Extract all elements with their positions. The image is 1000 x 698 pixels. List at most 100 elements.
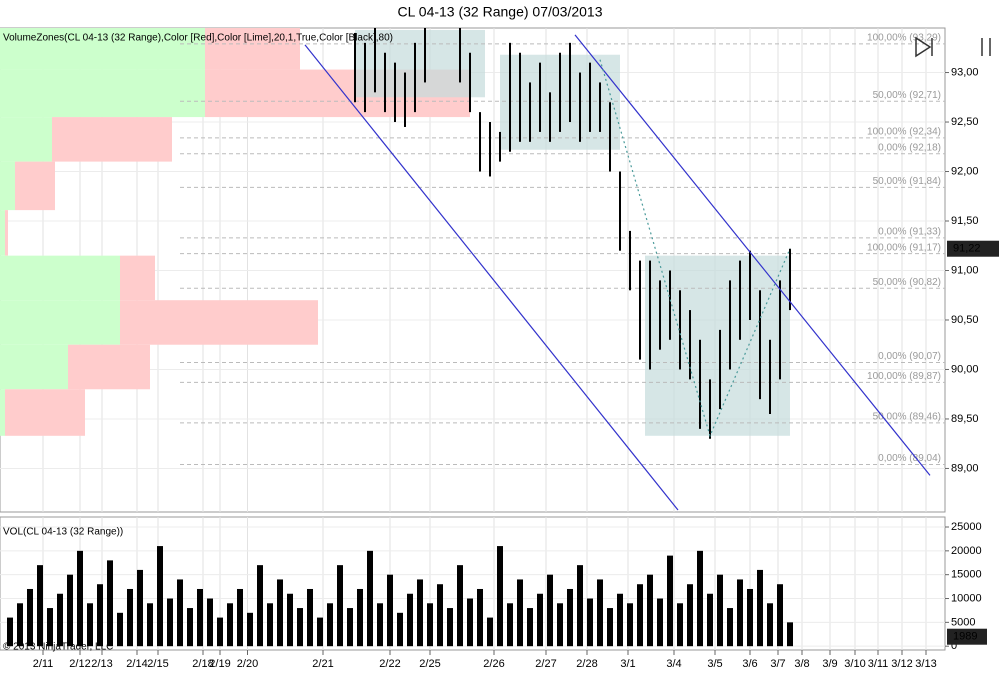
volume-bar bbox=[567, 588, 573, 647]
x-tick-label: 2/15 bbox=[147, 658, 168, 670]
volume-bar bbox=[597, 579, 603, 647]
y-tick-label: 89,00 bbox=[951, 462, 979, 474]
volume-bar bbox=[387, 574, 393, 647]
volume-bar bbox=[727, 608, 733, 647]
plot-layer: 2/11 2/12 2/13 2/14 2/15 2/182/19 2/20 2/21 2/22… bbox=[0, 28, 999, 670]
y-tick-label: 91,00 bbox=[951, 264, 979, 276]
volume-bar bbox=[237, 588, 243, 647]
volume-bar bbox=[637, 584, 643, 647]
play-icon[interactable] bbox=[915, 36, 932, 58]
x-tick-label: 2/12 bbox=[69, 658, 90, 670]
x-tick-label: 3/9 bbox=[822, 658, 837, 670]
level-label: 50,00% (92,71) bbox=[873, 90, 941, 101]
x-tick-label: 3/1 bbox=[620, 658, 635, 670]
x-tick-label: 2/20 bbox=[237, 658, 258, 670]
x-tick-label: 3/12 bbox=[891, 658, 912, 670]
volume-bar bbox=[547, 574, 553, 647]
volume-bar bbox=[587, 598, 593, 647]
level-label: 0,00% (90,07) bbox=[878, 351, 941, 362]
chart-title: CL 04-13 (32 Range) 07/03/2013 bbox=[398, 4, 603, 20]
volume-bar bbox=[677, 603, 683, 647]
trend-line bbox=[574, 34, 931, 476]
trend-line bbox=[599, 59, 791, 438]
volume-bar bbox=[317, 617, 323, 647]
volume-bar bbox=[497, 546, 503, 647]
volume-bar bbox=[357, 588, 363, 647]
level-label: 100,00% (92,34) bbox=[867, 127, 941, 138]
volume-bar bbox=[367, 550, 373, 647]
volume-bar bbox=[697, 550, 703, 647]
volume-bar bbox=[307, 588, 313, 647]
x-tick-label: 2/19 bbox=[209, 658, 230, 670]
volume-bar bbox=[297, 608, 303, 647]
volume-bar bbox=[327, 603, 333, 647]
volume-bar bbox=[717, 574, 723, 647]
volume-bar bbox=[417, 579, 423, 647]
volume-zone-up bbox=[0, 161, 15, 211]
x-tick-label: 3/4 bbox=[666, 658, 681, 670]
y-tick-label: 20000 bbox=[951, 545, 982, 557]
level-label: 100,00% (89,87) bbox=[867, 371, 941, 382]
volume-bar bbox=[487, 617, 493, 647]
zone-box bbox=[645, 255, 790, 436]
y-tick-label: 0 bbox=[951, 640, 957, 652]
volume-bar bbox=[67, 574, 73, 647]
x-tick-label: 2/28 bbox=[576, 658, 597, 670]
copyright: © 2013 NinjaTrader, LLC bbox=[3, 642, 113, 653]
volume-bar bbox=[217, 617, 223, 647]
x-tick-label: 2/13 bbox=[91, 658, 112, 670]
x-tick-label: 3/7 bbox=[770, 658, 785, 670]
volume-bar bbox=[37, 565, 43, 647]
y-tick-label: 89,50 bbox=[951, 413, 979, 425]
x-tick-label: 3/10 bbox=[844, 658, 865, 670]
volume-bar bbox=[527, 608, 533, 647]
volume-bar bbox=[27, 588, 33, 647]
volume-bar bbox=[107, 560, 113, 647]
volume-bar bbox=[277, 579, 283, 647]
current-price-box bbox=[947, 240, 999, 257]
volume-bar bbox=[397, 612, 403, 647]
volume-bar bbox=[687, 584, 693, 647]
volume-bar bbox=[177, 579, 183, 647]
level-label: 50,00% (89,46) bbox=[873, 412, 941, 423]
volume-bar bbox=[167, 598, 173, 647]
volume-zone-up bbox=[0, 300, 120, 345]
volume-zone-up bbox=[0, 210, 5, 256]
volume-bar bbox=[227, 603, 233, 647]
volume-bar bbox=[257, 565, 263, 647]
x-tick-label: 3/13 bbox=[915, 658, 936, 670]
volume-zone-down bbox=[205, 28, 300, 70]
volume-bar bbox=[707, 593, 713, 647]
volume-bar bbox=[437, 584, 443, 647]
volume-zone-down bbox=[120, 255, 155, 301]
volume-bar bbox=[457, 565, 463, 647]
toolbar-icons bbox=[915, 36, 991, 58]
x-tick-label: 2/14 bbox=[126, 658, 147, 670]
volume-bar bbox=[407, 593, 413, 647]
level-label: 50,00% (91,84) bbox=[873, 176, 941, 187]
volume-bar bbox=[347, 608, 353, 647]
volume-zone-up bbox=[0, 344, 68, 390]
x-tick-label: 2/26 bbox=[483, 658, 504, 670]
pause-icon[interactable] bbox=[981, 38, 991, 56]
y-tick-label: 90,00 bbox=[951, 363, 979, 375]
volume-bar bbox=[97, 584, 103, 647]
indicator-label: VOL(CL 04-13 (32 Range)) bbox=[3, 527, 123, 538]
volume-bar bbox=[667, 555, 673, 647]
volume-bar bbox=[747, 588, 753, 647]
indicator-label: VolumeZones(CL 04-13 (32 Range),Color [R… bbox=[3, 33, 393, 44]
current-price-label: 91,22 bbox=[953, 243, 981, 255]
volume-zone-down bbox=[15, 161, 55, 211]
x-tick-label: 2/18 bbox=[192, 658, 213, 670]
volume-bar bbox=[47, 608, 53, 647]
volume-bar bbox=[767, 603, 773, 647]
y-tick-label: 5000 bbox=[951, 616, 975, 628]
volume-zone-down bbox=[5, 210, 8, 256]
level-label: 100,00% (93,29) bbox=[867, 32, 941, 43]
volume-zone-down bbox=[52, 117, 172, 162]
volume-bar bbox=[557, 603, 563, 647]
volume-zone-up bbox=[0, 389, 5, 436]
x-tick-label: 2/25 bbox=[419, 658, 440, 670]
x-tick-label: 3/11 bbox=[868, 658, 889, 670]
